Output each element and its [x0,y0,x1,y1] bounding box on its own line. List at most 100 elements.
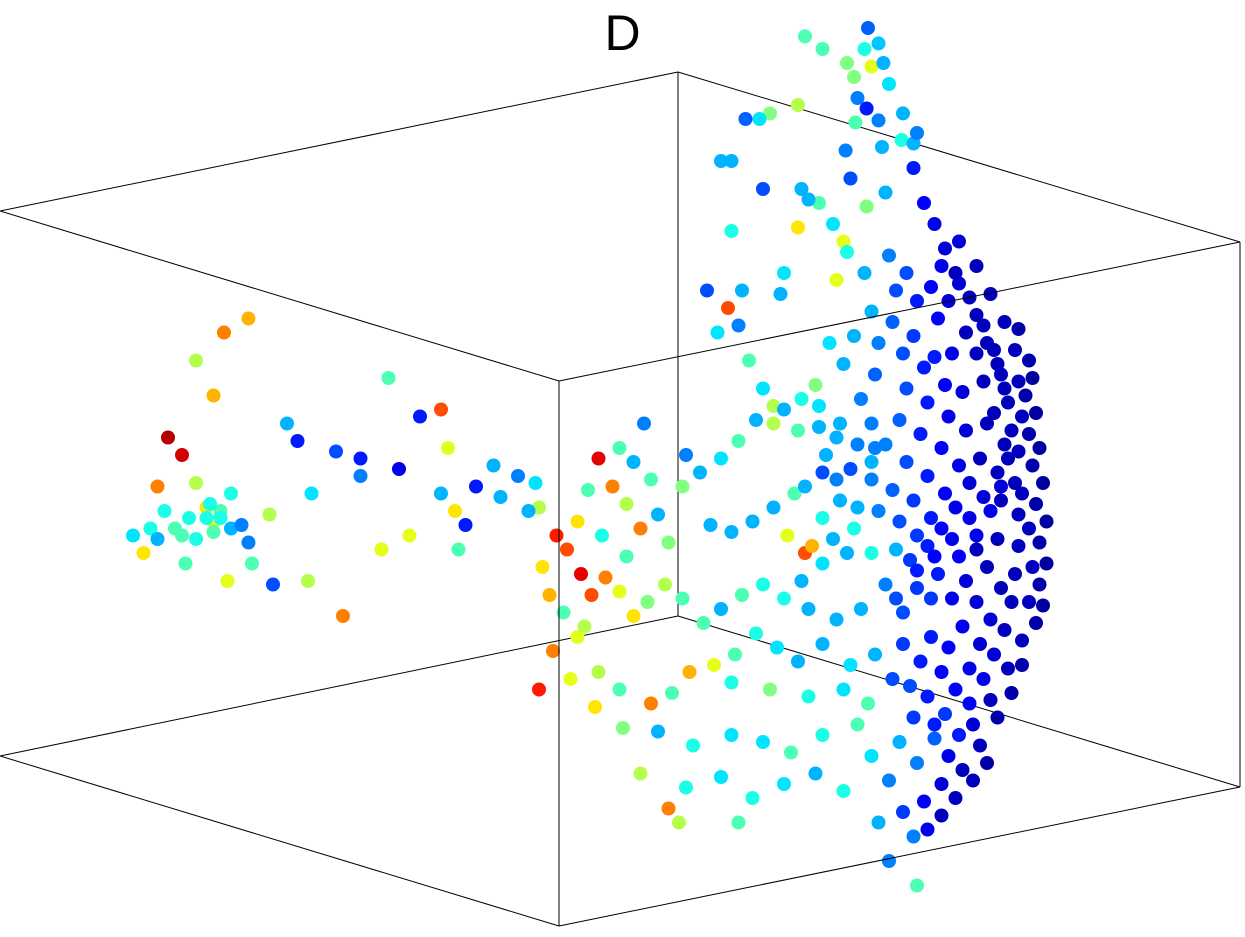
data-point [864,59,879,74]
data-point [913,427,928,441]
data-point [843,171,858,186]
data-point [1025,560,1040,574]
data-point [882,77,896,91]
data-point [913,654,928,669]
data-point [871,113,886,128]
data-point [983,287,998,301]
data-point [882,773,896,788]
data-point [861,21,875,35]
data-point [864,455,879,469]
data-point [752,112,767,126]
data-point [924,630,938,644]
data-point [1001,395,1015,410]
data-point [220,574,235,588]
data-point [938,707,952,721]
data-point [910,528,924,543]
data-point [633,766,648,781]
data-point [838,143,853,158]
data-point [962,661,977,676]
data-point [815,728,830,742]
data-point [980,756,994,770]
data-point [815,42,830,56]
data-point [962,696,977,711]
data-point [997,623,1012,637]
data-point [1008,476,1022,490]
data-point [724,675,739,690]
data-point [980,560,994,574]
data-point [959,325,973,340]
data-point [731,815,746,830]
data-point [952,728,966,742]
data-point [675,591,690,606]
data-point [493,490,508,504]
box-edge-back-bottom-left [0,615,679,757]
data-point [1015,409,1029,424]
data-point [871,336,886,350]
data-point [777,777,791,791]
data-point [766,500,781,515]
data-point [920,469,935,483]
data-point [826,532,840,546]
data-point [976,374,991,389]
data-point [826,217,840,231]
data-point [955,763,970,777]
data-point [731,434,746,448]
data-point [889,591,903,606]
data-point [1015,658,1029,672]
data-point [658,577,672,592]
data-point [392,462,406,476]
data-point [920,539,935,553]
data-point [1004,595,1019,609]
data-point [213,511,228,525]
data-point [955,619,970,634]
data-point [791,654,805,669]
data-point [304,486,319,501]
data-point [983,693,998,707]
data-point [829,430,844,445]
data-point [556,605,571,620]
data-point [136,546,151,560]
data-point [738,112,753,126]
box-edge-front-top-right [558,241,1241,382]
data-point [906,493,921,508]
data-point [679,448,693,462]
data-point [850,717,865,732]
data-point [854,392,868,406]
data-point [941,749,956,763]
data-point [920,395,935,410]
data-point [973,738,987,753]
data-point [934,441,949,455]
data-point [1018,388,1033,403]
data-point [889,283,903,298]
data-point [182,511,196,525]
data-point [1032,441,1047,455]
data-point [1029,616,1043,630]
data-point [959,574,973,588]
data-point [217,325,231,340]
data-point [805,539,819,553]
data-point [791,98,805,112]
data-point [661,801,676,816]
data-point [812,399,826,413]
data-point [612,682,627,697]
data-point [756,182,770,196]
data-point [976,318,991,333]
data-point [948,266,963,280]
data-point [1039,514,1054,529]
data-point [815,637,830,651]
data-point [672,815,686,830]
data-point [724,154,739,168]
data-point [1011,507,1026,522]
data-point [840,56,854,70]
data-point [864,304,879,319]
data-point [693,465,707,480]
data-point [1036,598,1050,613]
data-point [917,360,931,375]
data-point [777,266,791,280]
box-edge-back-bottom-right [677,615,1241,788]
data-point [801,689,816,704]
data-point [899,266,914,280]
data-point [626,455,641,469]
data-point [941,409,956,424]
